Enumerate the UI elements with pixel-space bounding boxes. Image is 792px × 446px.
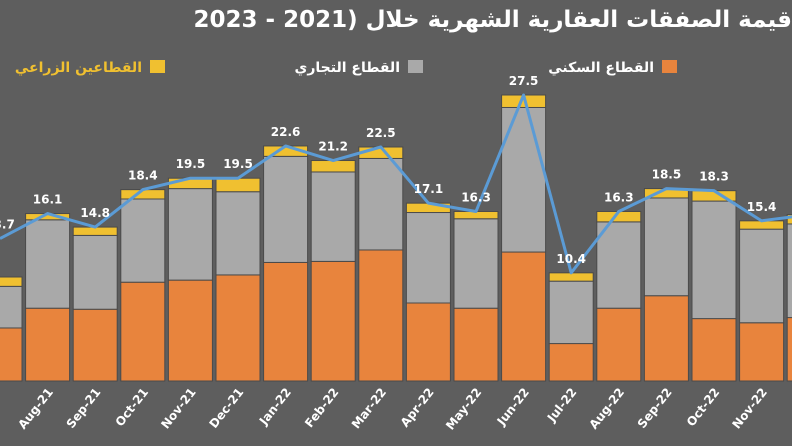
data-label: 19.5 [176,157,206,171]
bar-segment-residential [596,307,642,382]
bar-segment-agricultural [786,214,792,225]
data-label: 18.3 [699,170,729,184]
data-label: 21.2 [318,140,348,154]
bar-segment-commercial [786,223,792,319]
bar-segment-commercial [548,280,594,345]
data-label: 16.1 [33,193,63,207]
bar-segment-residential [167,279,213,382]
x-tick-label: Oct-22 [684,385,723,429]
x-tick-label: Jul-22 [544,385,580,425]
bar-segment-residential [120,281,166,382]
bar-segment-residential [358,249,404,382]
x-tick-label: Apr-22 [398,385,437,429]
bar-segment-commercial [739,228,785,324]
bar-segment-commercial [643,197,689,297]
legend-label: القطاع التجاري [295,60,400,77]
data-label: 18.4 [128,169,158,183]
x-axis: Aug-21 Sep-21 Oct-21 Nov-21 Dec-21 Jan-22 Feb-… [15,385,770,432]
bar-segment-commercial [120,198,166,283]
x-tick-label: Sep-21 [64,385,104,431]
data-label: 17.1 [414,182,444,196]
data-labels-group: 13.7 16.1 14.8 18.4 19.5 19.5 22.6 21.2 22.5 17.1… [0,74,776,266]
bar-segment-residential [263,261,309,382]
x-tick-label: Mar-22 [349,385,389,431]
x-tick-label: Dec-21 [206,385,246,431]
bar-segment-commercial [215,191,261,276]
data-label: 10.4 [556,252,586,266]
bar-segment-residential [453,307,499,382]
x-tick-label: Sep-22 [635,385,675,431]
bar-segment-residential [691,318,737,382]
x-tick-label: Nov-22 [730,385,770,431]
bar-segment-commercial [358,157,404,251]
bar-segment-residential [739,322,785,382]
bar-segment-residential [310,260,356,382]
bar-segment-residential [25,307,71,382]
x-tick-label: May-22 [443,385,484,432]
x-tick-label: Aug-21 [15,385,56,432]
total-line-group [0,93,792,275]
bar-segment-residential [643,295,689,382]
chart-title: قيمة الصفقات العقارية الشهرية خلال (2021… [193,7,792,33]
legend-swatch [662,60,677,73]
bar-segment-residential [548,343,594,382]
legend-label: القطاعين الزراعي [15,60,142,76]
legend-swatch [150,60,165,73]
x-tick-label: Nov-21 [158,385,198,431]
data-label: 18.5 [652,168,682,182]
bar-segment-agricultural [310,160,356,173]
data-label: 16.3 [461,190,491,204]
bar-segment-residential [0,327,23,382]
bar-segment-agricultural [0,276,23,287]
data-label: 15.4 [747,200,777,214]
legend-label: القطاع السكني [548,60,654,76]
x-tick-label: Aug-22 [587,385,628,432]
bar-segment-commercial [263,155,309,263]
data-label: 27.5 [509,74,539,88]
bar-segment-residential [786,317,792,382]
data-label: 22.5 [366,126,396,140]
bar-segment-agricultural [215,177,261,193]
bar-segment-commercial [72,234,118,310]
bar-segment-commercial [167,188,213,281]
data-label: 13.7 [0,218,15,232]
bar-segment-residential [405,302,451,382]
data-label: 19.5 [223,157,253,171]
legend-swatch [408,60,423,73]
data-label: 16.3 [604,190,634,204]
bar-segment-commercial [596,221,642,309]
bar-segment-commercial [25,219,71,309]
bars-group [0,94,792,382]
total-line [0,93,792,275]
x-tick-label: Feb-22 [302,385,341,430]
data-label: 22.6 [271,125,301,139]
bar-segment-residential [215,274,261,382]
bar-segment-commercial [310,171,356,262]
bar-segment-residential [501,251,547,382]
bar-segment-commercial [405,212,451,304]
bar-segment-residential [72,308,118,382]
bar-segment-commercial [691,200,737,320]
bar-segment-commercial [453,218,499,309]
x-tick-label: Oct-21 [113,385,152,429]
data-label: 14.8 [80,206,110,220]
x-tick-label: Jan-22 [256,385,294,428]
bar-segment-commercial [0,285,23,329]
x-tick-label: Jun-22 [494,385,532,428]
legend: القطاع السكني القطاع التجاري القطاعين الزر… [15,60,677,77]
